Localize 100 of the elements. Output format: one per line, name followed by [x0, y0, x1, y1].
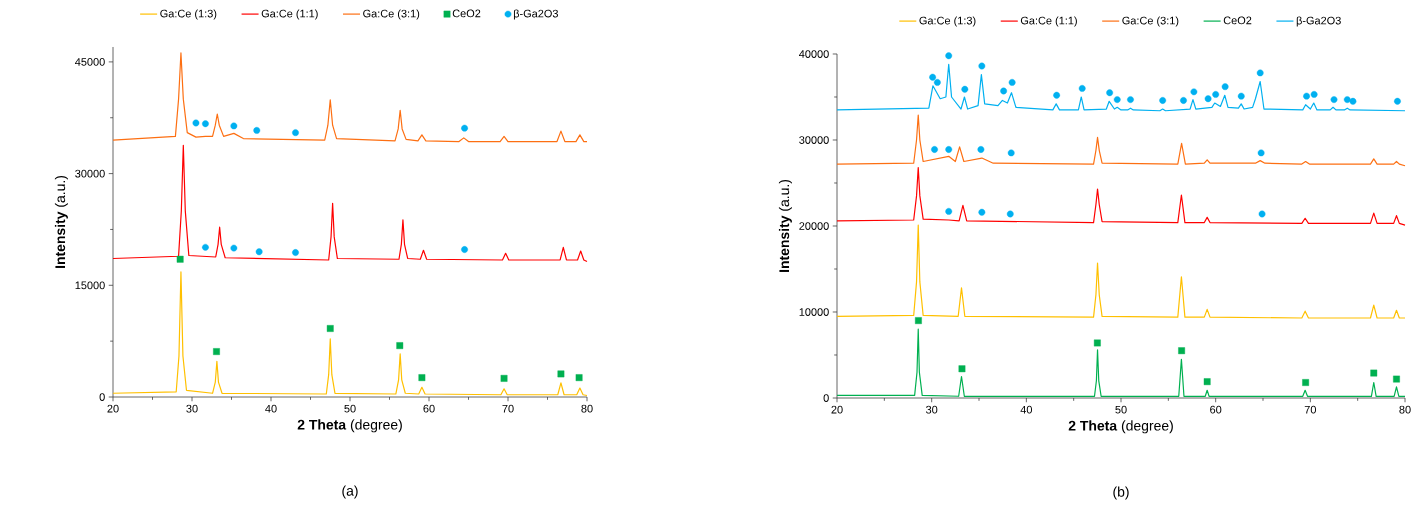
point	[500, 375, 508, 382]
point	[396, 342, 404, 349]
point	[1106, 89, 1114, 97]
point	[978, 208, 986, 216]
x-tick-label: 50	[344, 404, 356, 413]
x-axis-title: 2 Theta (degree)	[1068, 420, 1173, 434]
point	[945, 146, 953, 153]
y-tick-label: 45000	[75, 58, 105, 66]
point	[915, 317, 922, 324]
legend-label: CeO2	[452, 9, 481, 18]
point	[1303, 92, 1310, 100]
point	[1310, 91, 1318, 98]
point	[1204, 95, 1212, 103]
point	[1212, 91, 1220, 98]
point	[945, 207, 953, 215]
x-tick-label: 40	[1020, 405, 1032, 414]
point	[1078, 85, 1086, 92]
point	[1093, 339, 1101, 347]
y-tick-label: 30000	[799, 136, 829, 144]
point	[255, 248, 263, 256]
point	[202, 243, 209, 251]
x-tick-label: 80	[581, 404, 593, 413]
legend-label: Ga:Ce (3:1)	[1122, 16, 1179, 27]
point	[977, 146, 985, 153]
point	[230, 244, 238, 252]
legend-label: Ga:Ce (1:1)	[261, 9, 318, 20]
point	[1330, 96, 1338, 103]
point	[461, 246, 468, 253]
line-series	[112, 52, 588, 143]
text: (b)	[1113, 486, 1129, 500]
point	[1007, 149, 1015, 157]
point	[575, 374, 583, 382]
point	[292, 129, 299, 137]
point	[929, 73, 937, 81]
line-series	[112, 144, 588, 263]
x-tick-label: 40	[265, 404, 277, 413]
point	[1203, 378, 1211, 386]
point	[1006, 210, 1014, 218]
point	[213, 348, 220, 355]
x-tick-label: 60	[1210, 405, 1222, 414]
y-axis-title: Intensity (a.u.)	[54, 175, 68, 268]
point	[461, 124, 468, 132]
y-tick-label: 15000	[75, 281, 105, 290]
legend-label: Ga:Ce (1:3)	[919, 16, 976, 27]
legend-label: Ga:Ce (1:1)	[1020, 16, 1077, 27]
point	[958, 365, 966, 373]
point	[945, 52, 953, 60]
point	[557, 370, 565, 378]
y-tick-label: 20000	[799, 222, 829, 230]
point	[1257, 149, 1265, 157]
point	[1237, 92, 1245, 100]
y-tick-label: 0	[99, 393, 105, 401]
point	[418, 374, 426, 382]
point	[326, 325, 334, 332]
legend-label: β-Ga2O3	[513, 9, 558, 20]
legend-label: Ga:Ce (1:3)	[160, 9, 217, 20]
point	[1159, 97, 1167, 104]
point	[1190, 88, 1198, 96]
point	[192, 119, 200, 127]
point	[933, 78, 941, 86]
point	[292, 249, 299, 256]
legend-label: Ga:Ce (3:1)	[363, 9, 420, 20]
point	[1258, 210, 1266, 218]
point	[1180, 97, 1187, 104]
y-tick-label: 40000	[799, 50, 829, 58]
point	[202, 120, 209, 128]
point	[1178, 347, 1185, 355]
point	[1053, 91, 1061, 99]
point	[230, 122, 238, 130]
y-tick-label: 0	[823, 394, 829, 402]
y-tick-label: 30000	[75, 169, 105, 178]
y-axis-title: Intensity (a.u.)	[778, 179, 792, 272]
point	[1393, 375, 1400, 383]
point	[1343, 96, 1351, 103]
point	[1127, 96, 1134, 103]
point	[1256, 69, 1264, 77]
x-tick-label: 20	[107, 404, 119, 413]
point	[176, 255, 184, 263]
point	[978, 62, 986, 70]
point	[1370, 369, 1378, 377]
x-axis-title: 2 Theta (degree)	[297, 419, 402, 433]
line-series	[836, 63, 1406, 112]
legend-label: CeO2	[1223, 16, 1252, 25]
x-tick-label: 70	[1304, 405, 1316, 414]
point	[1000, 87, 1008, 95]
x-tick-label: 30	[926, 405, 938, 414]
x-tick-label: 70	[502, 404, 514, 413]
point	[1394, 97, 1401, 105]
point	[961, 85, 969, 93]
point	[1008, 78, 1016, 86]
point	[931, 146, 938, 153]
point	[253, 127, 261, 134]
point	[1349, 97, 1357, 105]
text: (a)	[342, 485, 358, 499]
point	[1302, 379, 1309, 386]
legend-label: β-Ga2O3	[1296, 16, 1341, 27]
y-tick-label: 10000	[799, 308, 829, 316]
point	[1221, 83, 1229, 91]
x-tick-label: 50	[1115, 405, 1127, 414]
point	[1113, 96, 1121, 103]
